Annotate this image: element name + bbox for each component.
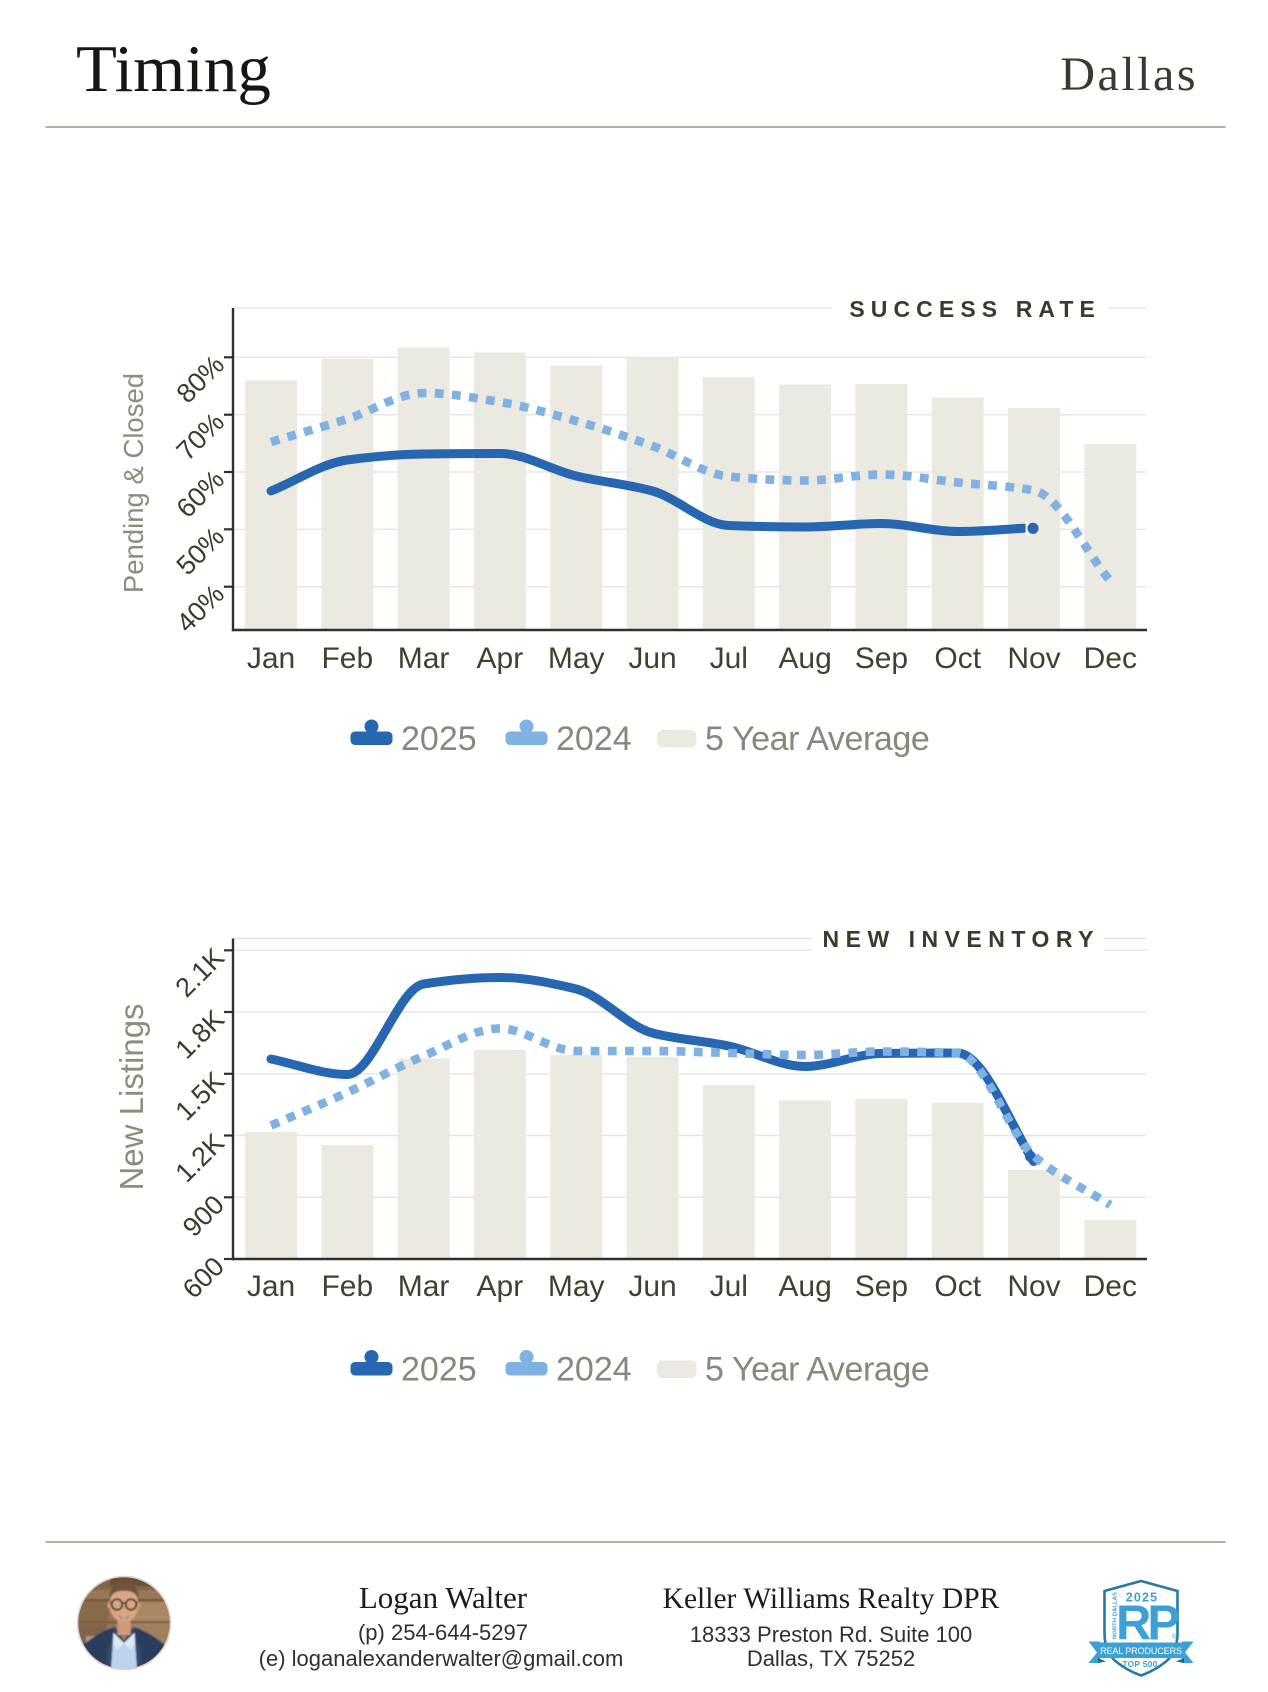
svg-text:Dallas: Dallas (1060, 48, 1198, 101)
svg-text:New Listings: New Listings (113, 1003, 150, 1190)
svg-text:®: ® (1172, 1633, 1178, 1641)
svg-text:18333 Preston Rd. Suite 100: 18333 Preston Rd. Suite 100 (690, 1622, 973, 1647)
svg-text:Dallas, TX 75252: Dallas, TX 75252 (747, 1646, 915, 1671)
svg-text:Mar: Mar (398, 1270, 450, 1303)
svg-text:Keller Williams Realty DPR: Keller Williams Realty DPR (663, 1583, 1000, 1615)
svg-text:Jul: Jul (710, 1270, 748, 1303)
svg-text:(e) loganalexanderwalter@gmail: (e) loganalexanderwalter@gmail.com (259, 1646, 624, 1671)
svg-text:(p) 254-644-5297: (p) 254-644-5297 (358, 1620, 528, 1645)
svg-text:Apr: Apr (477, 642, 524, 675)
svg-text:NORTH DALLAS: NORTH DALLAS (1113, 1592, 1119, 1639)
svg-text:5 Year Average: 5 Year Average (705, 1351, 929, 1389)
svg-text:2025: 2025 (1126, 1591, 1159, 1605)
svg-text:Dec: Dec (1084, 1270, 1137, 1303)
svg-text:Jul: Jul (710, 642, 748, 675)
svg-text:Oct: Oct (934, 642, 981, 675)
svg-text:5 Year Average: 5 Year Average (705, 720, 929, 758)
svg-text:2024: 2024 (556, 720, 632, 758)
svg-text:Jun: Jun (628, 642, 676, 675)
svg-text:REAL PRODUCERS: REAL PRODUCERS (1100, 1646, 1182, 1656)
svg-text:Aug: Aug (778, 642, 831, 675)
svg-text:Apr: Apr (477, 1270, 524, 1303)
svg-text:Jan: Jan (247, 1270, 295, 1303)
svg-text:2024: 2024 (556, 1351, 632, 1389)
svg-text:May: May (548, 642, 605, 675)
svg-text:Sep: Sep (855, 1270, 908, 1303)
svg-text:RP: RP (1116, 1597, 1179, 1651)
svg-text:Sep: Sep (855, 642, 908, 675)
svg-text:Pending & Closed: Pending & Closed (118, 373, 149, 593)
svg-text:Logan Walter: Logan Walter (359, 1580, 528, 1615)
svg-text:Feb: Feb (321, 1270, 373, 1303)
svg-text:Feb: Feb (321, 642, 373, 675)
svg-text:Nov: Nov (1007, 1270, 1060, 1303)
svg-text:2025: 2025 (401, 1351, 477, 1389)
svg-text:2025: 2025 (401, 720, 477, 758)
svg-text:Oct: Oct (934, 1270, 981, 1303)
svg-text:Jun: Jun (628, 1270, 676, 1303)
svg-text:Aug: Aug (778, 1270, 831, 1303)
svg-text:Mar: Mar (398, 642, 450, 675)
svg-text:Timing: Timing (76, 32, 271, 106)
svg-text:Nov: Nov (1007, 642, 1060, 675)
svg-text:May: May (548, 1270, 605, 1303)
svg-text:NEW INVENTORY: NEW INVENTORY (823, 926, 1100, 952)
svg-text:Jan: Jan (247, 642, 295, 675)
svg-text:SUCCESS RATE: SUCCESS RATE (849, 296, 1101, 322)
svg-text:Dec: Dec (1084, 642, 1137, 675)
svg-text:TOP 500: TOP 500 (1122, 1659, 1157, 1669)
